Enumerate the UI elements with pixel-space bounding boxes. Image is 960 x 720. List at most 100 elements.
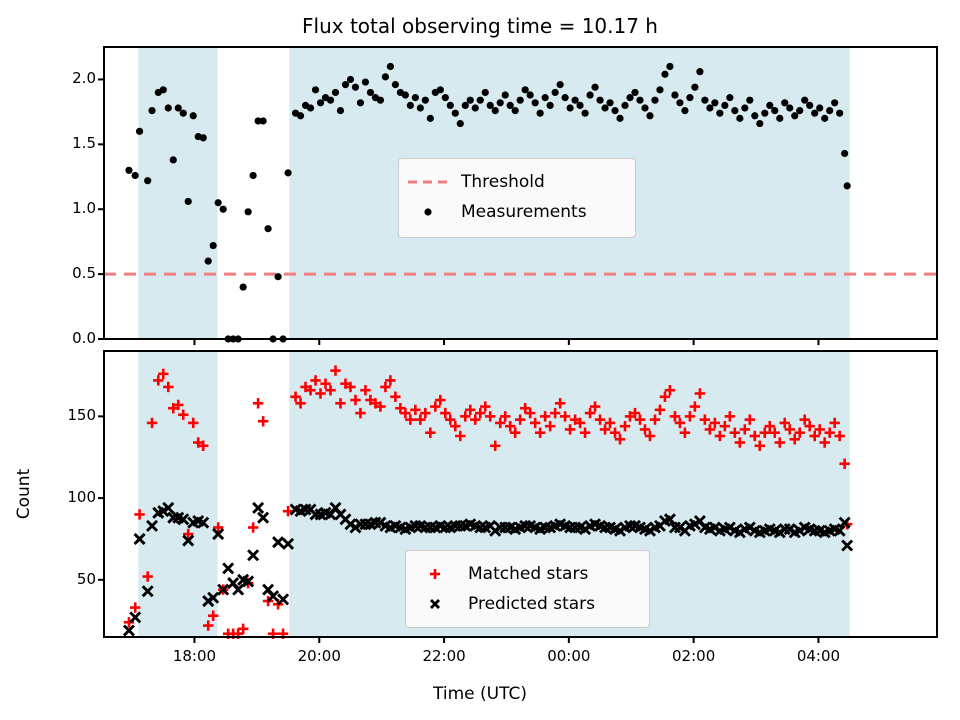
data-point-matched xyxy=(495,417,506,429)
data-point-matched xyxy=(325,385,336,396)
data-point-measurement xyxy=(651,96,659,104)
ytick-label-top-2: 1.0 xyxy=(72,199,96,218)
data-point-measurement xyxy=(751,112,759,120)
data-point-measurement xyxy=(148,106,156,115)
data-point-matched xyxy=(644,430,656,442)
data-point-measurement xyxy=(506,101,514,109)
data-point-measurement xyxy=(801,96,809,104)
data-point-measurement xyxy=(616,114,624,122)
ytick-label-bottom-0: 50 xyxy=(76,569,96,588)
data-point-measurement xyxy=(681,106,689,115)
axes-frame-bottom xyxy=(103,350,938,638)
data-point-matched xyxy=(524,407,536,419)
data-point-measurement xyxy=(756,119,764,128)
data-point-measurement xyxy=(571,96,579,104)
data-point-predicted xyxy=(232,583,245,596)
data-point-measurement xyxy=(841,149,849,158)
data-point-measurement xyxy=(626,94,634,102)
data-point-measurement xyxy=(441,94,449,102)
data-point-measurement xyxy=(843,182,851,190)
data-point-measurement xyxy=(741,104,749,112)
data-point-matched xyxy=(375,401,386,412)
data-point-measurement xyxy=(701,96,709,104)
data-point-matched xyxy=(430,401,441,412)
data-point-predicted xyxy=(212,528,225,541)
data-point-matched xyxy=(335,398,346,409)
data-point-matched xyxy=(794,427,805,438)
data-point-matched xyxy=(405,414,416,425)
cross-marker-icon xyxy=(406,596,464,612)
data-point-predicted xyxy=(282,537,295,550)
shaded-band-0-0 xyxy=(138,47,218,339)
data-point-matched xyxy=(505,420,516,432)
ytick-label-top-3: 1.5 xyxy=(72,134,96,153)
data-point-measurement xyxy=(576,101,584,109)
data-point-matched xyxy=(450,420,461,432)
legend-label-threshold: Threshold xyxy=(461,172,545,192)
data-point-matched xyxy=(684,411,696,422)
data-point-matched xyxy=(455,430,466,442)
data-point-matched xyxy=(305,385,316,396)
data-point-matched xyxy=(178,409,189,420)
data-point-measurement xyxy=(496,99,504,107)
data-point-matched xyxy=(559,411,571,422)
data-point-matched xyxy=(257,416,269,427)
data-point-matched xyxy=(789,434,800,445)
data-point-measurement xyxy=(316,99,325,107)
ytick-label-bottom-2: 150 xyxy=(67,406,96,425)
data-point-measurement xyxy=(426,114,434,122)
data-point-matched xyxy=(355,407,366,419)
xtick-label-3: 00:00 xyxy=(547,647,591,665)
data-point-matched xyxy=(784,424,795,435)
data-point-matched xyxy=(475,407,486,419)
data-point-predicted xyxy=(146,519,159,532)
data-point-matched xyxy=(689,401,701,412)
data-point-matched xyxy=(534,427,546,438)
data-point-measurement xyxy=(219,205,227,213)
legend-label-predicted: Predicted stars xyxy=(468,594,595,614)
data-point-matched xyxy=(183,528,194,540)
data-point-measurement xyxy=(471,104,479,112)
data-point-measurement xyxy=(586,91,594,99)
data-point-matched xyxy=(549,407,561,419)
data-point-matched xyxy=(699,414,711,425)
data-point-matched xyxy=(614,434,626,445)
data-point-matched xyxy=(163,381,174,393)
data-point-matched xyxy=(435,394,446,406)
data-point-predicted xyxy=(838,516,851,529)
data-point-predicted xyxy=(217,583,230,596)
x-axis-label: Time (UTC) xyxy=(433,684,527,704)
data-point-matched xyxy=(579,427,591,438)
series-measurements xyxy=(125,62,851,343)
data-point-measurement xyxy=(174,104,182,112)
data-point-measurement xyxy=(456,119,464,128)
data-point-matched xyxy=(774,437,785,448)
data-point-matched xyxy=(764,420,775,432)
data-point-predicted xyxy=(833,524,846,537)
data-point-matched xyxy=(804,420,815,432)
data-point-matched xyxy=(129,602,141,613)
data-point-matched xyxy=(410,404,421,416)
data-point-matched xyxy=(719,420,731,432)
y-axis-label-bottom: Count xyxy=(14,468,34,520)
data-point-matched xyxy=(744,414,756,425)
xtick-label-5: 04:00 xyxy=(796,647,841,665)
data-point-measurement xyxy=(771,106,779,115)
data-point-matched xyxy=(694,388,706,399)
data-point-measurement xyxy=(816,104,824,112)
data-point-measurement xyxy=(461,101,469,109)
data-point-measurement xyxy=(169,156,177,164)
legend-entry-measurements: Measurements xyxy=(399,197,635,227)
data-point-measurement xyxy=(401,91,409,99)
data-point-measurement xyxy=(356,99,365,107)
data-point-matched xyxy=(759,427,770,438)
data-point-predicted xyxy=(663,513,676,526)
data-point-matched xyxy=(198,440,209,451)
data-point-matched xyxy=(714,430,726,442)
data-point-measurement xyxy=(486,101,494,109)
data-point-matched xyxy=(480,401,491,412)
data-point-measurement xyxy=(736,114,744,122)
legend-entry-predicted: Predicted stars xyxy=(406,589,649,619)
data-point-measurement xyxy=(189,112,197,120)
data-point-measurement xyxy=(786,104,794,112)
